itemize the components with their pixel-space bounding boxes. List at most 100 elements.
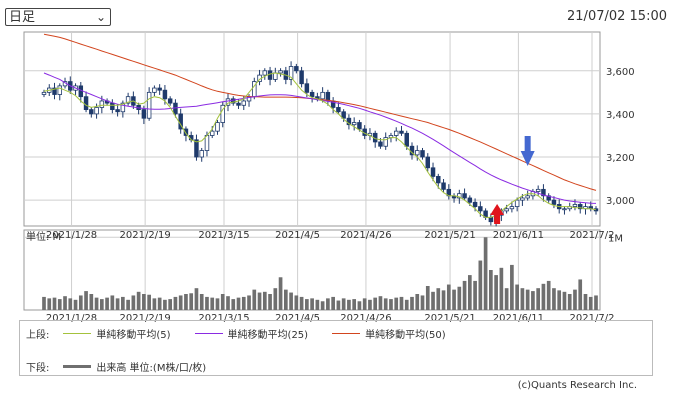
volume-bar: [531, 291, 535, 310]
volume-bar: [105, 297, 109, 310]
y-tick-label: 3,400: [606, 110, 635, 121]
candlestick: [436, 176, 441, 184]
volume-bar: [583, 294, 588, 310]
candlestick: [351, 122, 357, 126]
volume-bar: [126, 299, 130, 310]
candlestick: [262, 70, 268, 76]
volume-bar: [373, 297, 378, 310]
arrow-up-icon: [494, 214, 501, 224]
volume-x-tick-label: 2021/5/21: [424, 313, 475, 324]
volume-bar: [157, 297, 162, 310]
volume-bar: [84, 291, 88, 310]
x-tick-label: 2021/4/26: [340, 230, 391, 241]
candlestick: [294, 66, 299, 72]
volume-bar: [588, 296, 593, 310]
volume-bar: [594, 295, 598, 310]
volume-bar: [178, 295, 183, 310]
candlestick: [425, 156, 431, 169]
price-panel-frame: [23, 31, 601, 227]
candlestick: [472, 201, 478, 208]
candlestick: [152, 87, 157, 93]
candlestick: [441, 182, 446, 190]
volume-bar: [504, 288, 509, 310]
volume-bar: [362, 298, 367, 310]
volume-bar: [215, 298, 220, 310]
volume-bar: [399, 296, 404, 310]
candlestick: [457, 193, 462, 199]
volume-y-tick-label: 1M: [608, 233, 623, 244]
candlestick: [278, 70, 283, 74]
volume-bar: [315, 299, 320, 310]
volume-bar: [163, 299, 167, 310]
volume-bar: [131, 295, 136, 310]
candlestick: [525, 195, 530, 199]
candlestick: [183, 128, 189, 136]
volume-bar: [78, 295, 83, 310]
candlestick: [110, 102, 115, 110]
volume-bar: [42, 296, 46, 310]
legend-ma50-label: 単純移動平均(50): [365, 330, 446, 341]
volume-bar: [210, 297, 215, 310]
candlestick: [215, 122, 220, 132]
volume-bar: [226, 296, 230, 310]
volume-x-tick-label: 2021/1/28: [46, 313, 97, 324]
candlestick: [520, 197, 525, 201]
arrow-down-icon: [524, 136, 531, 152]
candlestick: [99, 100, 105, 108]
x-tick-label: 2021/7/2: [570, 230, 615, 241]
volume-bar: [541, 283, 546, 310]
x-tick-label: 2021/4/5: [275, 230, 320, 241]
volume-bar: [63, 296, 67, 310]
volume-bar: [441, 290, 446, 310]
volume-bar: [567, 294, 572, 310]
volume-bar: [47, 298, 52, 310]
volume-bar: [404, 299, 409, 310]
candlestick: [120, 102, 126, 113]
candlestick: [488, 216, 494, 223]
volume-bar: [425, 286, 430, 310]
volume-bar: [557, 290, 562, 310]
candlestick: [157, 87, 162, 91]
volume-bar: [189, 293, 194, 310]
volume-bar: [357, 301, 362, 310]
y-tick-label: 3,000: [606, 196, 635, 207]
volume-bar: [121, 296, 125, 310]
chart-datetime: 21/07/02 15:00: [567, 9, 667, 24]
volume-bar: [499, 267, 504, 310]
volume-bar: [331, 296, 335, 310]
chart-legend: 上段: 単純移動平均(5) 単純移動平均(25) 単純移動平均(50) 下段: …: [19, 320, 653, 376]
candlestick: [404, 132, 409, 147]
candlestick: [141, 109, 147, 119]
candlestick: [236, 102, 241, 106]
volume-bar: [383, 298, 388, 310]
candlestick: [125, 96, 131, 104]
volume-bar: [247, 295, 251, 310]
volume-bar: [278, 277, 283, 310]
candlestick: [572, 204, 578, 207]
volume-bar: [478, 260, 483, 310]
volume-x-tick-label: 2021/7/2: [570, 313, 615, 324]
volume-bar: [341, 298, 346, 310]
candlestick: [94, 107, 99, 115]
candlestick: [478, 206, 483, 212]
candlestick: [541, 188, 546, 197]
volume-bar: [415, 294, 420, 310]
volume-bar: [194, 288, 199, 310]
volume-bar: [489, 270, 493, 310]
volume-bar: [515, 284, 519, 310]
period-select[interactable]: 日足 ⌄: [5, 8, 111, 26]
candlestick: [341, 111, 346, 119]
candlestick: [115, 109, 120, 113]
candlestick: [577, 204, 583, 210]
y-tick-label: 3,600: [606, 67, 635, 78]
volume-bar: [94, 297, 99, 310]
volume-bar: [262, 291, 267, 310]
legend-volume: 出来高 単位:(M株/口/枚): [63, 359, 206, 374]
candlestick: [41, 91, 47, 95]
candlestick: [231, 98, 236, 104]
volume-bar: [552, 288, 556, 310]
candlestick: [562, 208, 567, 211]
volume-bar: [289, 292, 293, 310]
volume-bar: [252, 289, 257, 310]
